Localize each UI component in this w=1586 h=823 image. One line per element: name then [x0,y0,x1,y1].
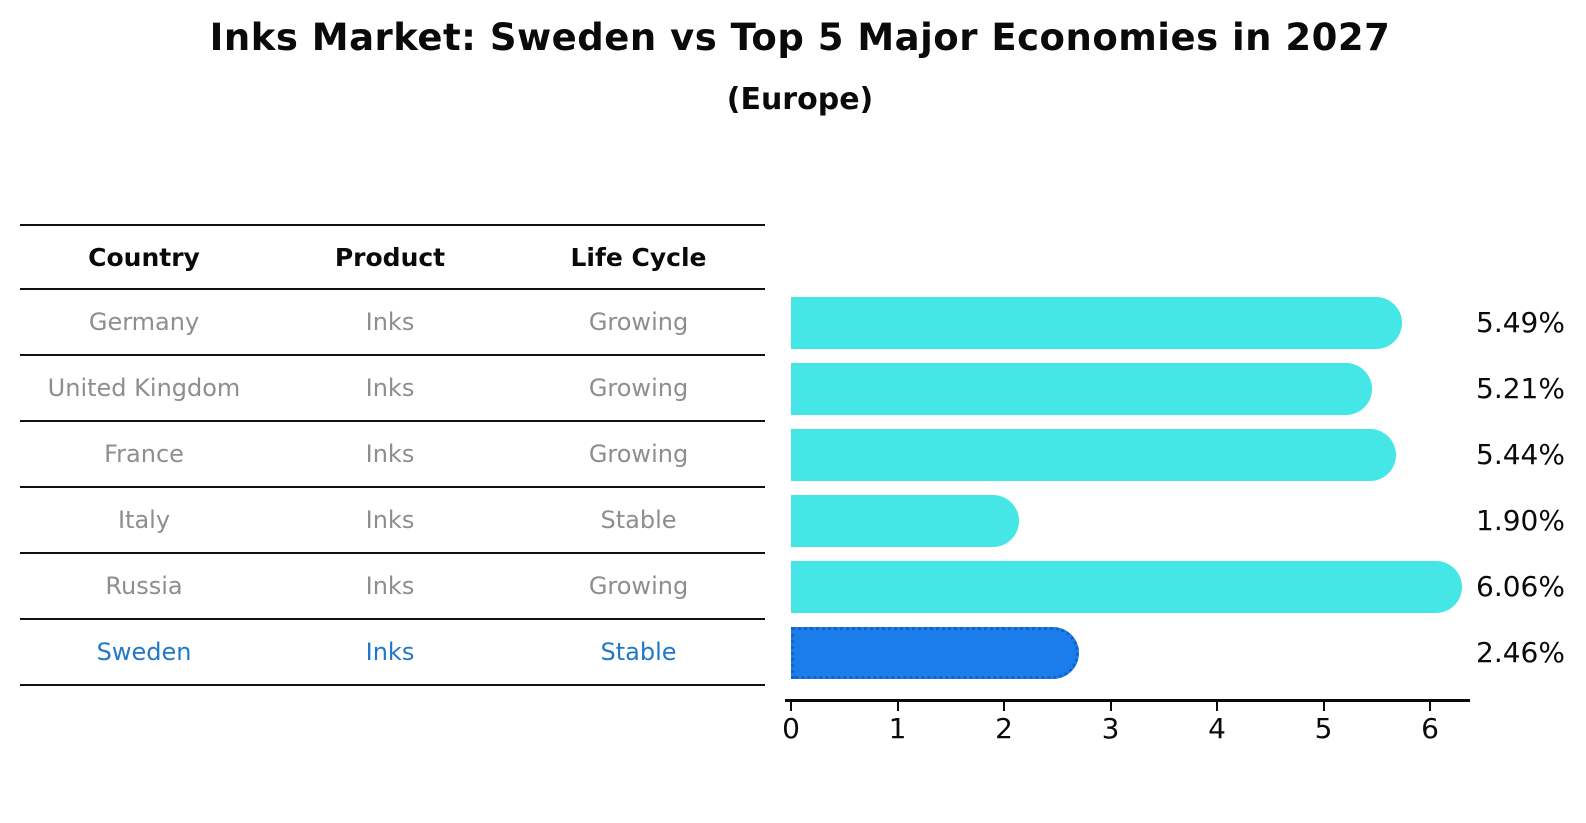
table-row: Sweden Inks Stable [20,620,765,686]
x-axis-tick-label: 1 [888,712,907,745]
bar [791,363,1372,415]
life-cycle-cell: Stable [600,638,677,666]
country-cell: United Kingdom [47,374,241,402]
x-axis-tick-label: 5 [1314,712,1333,745]
bar-value-label: 5.21% [1476,372,1565,405]
x-axis-tick-label: 3 [1101,712,1120,745]
x-axis-tick-mark [1003,702,1005,711]
x-axis-tick-label: 6 [1421,712,1439,745]
product-cell: Inks [365,572,415,600]
chart-title: Inks Market: Sweden vs Top 5 Major Econo… [209,16,1391,59]
bar [791,429,1396,481]
bar [791,297,1402,349]
product-cell: Inks [365,440,415,468]
column-header-country: Country [88,242,200,272]
x-axis-tick-mark [1216,702,1218,711]
table-row: United Kingdom Inks Growing [20,356,765,422]
bar-value-label: 5.44% [1476,438,1565,471]
country-cell: Germany [88,308,200,336]
column-header-product: Product [334,242,446,272]
bar-value-label: 6.06% [1476,570,1565,603]
table-row: Italy Inks Stable [20,488,765,554]
bar [791,627,1079,679]
product-cell: Inks [365,638,415,666]
country-cell: Russia [105,572,183,600]
x-axis-tick-mark [790,702,792,711]
country-cell: France [104,440,184,468]
country-cell: Italy [117,506,171,534]
x-axis-tick-label: 4 [1208,712,1226,745]
life-cycle-cell: Growing [588,374,689,402]
life-cycle-cell: Growing [588,440,689,468]
country-table: Country Product Life Cycle Germany Inks … [20,224,765,686]
x-axis-line [785,699,1470,702]
table-row: Russia Inks Growing [20,554,765,620]
product-cell: Inks [365,374,415,402]
product-cell: Inks [365,308,415,336]
x-axis-tick-mark [1322,702,1325,711]
table-header-row: Country Product Life Cycle [20,226,765,290]
table-row: Germany Inks Growing [20,290,765,356]
x-axis-tick-mark [896,702,899,711]
table-row: France Inks Growing [20,422,765,488]
life-cycle-cell: Growing [588,572,689,600]
bar [791,561,1462,613]
life-cycle-cell: Stable [600,506,677,534]
life-cycle-cell: Growing [588,308,689,336]
product-cell: Inks [365,506,415,534]
country-cell: Sweden [96,638,192,666]
bar [791,495,1019,547]
column-header-life-cycle: Life Cycle [570,242,707,272]
x-axis-tick-label: 0 [782,712,800,745]
bar-value-label: 1.90% [1476,504,1565,537]
x-axis-tick-mark [1109,702,1112,711]
bar-value-label: 5.49% [1476,306,1565,339]
chart-subtitle: (Europe) [726,82,874,117]
bar-value-label: 2.46% [1476,636,1565,669]
table-body: Germany Inks Growing United Kingdom Inks… [20,290,765,686]
x-axis-tick-mark [1429,702,1431,711]
x-axis-tick-label: 2 [995,712,1013,745]
